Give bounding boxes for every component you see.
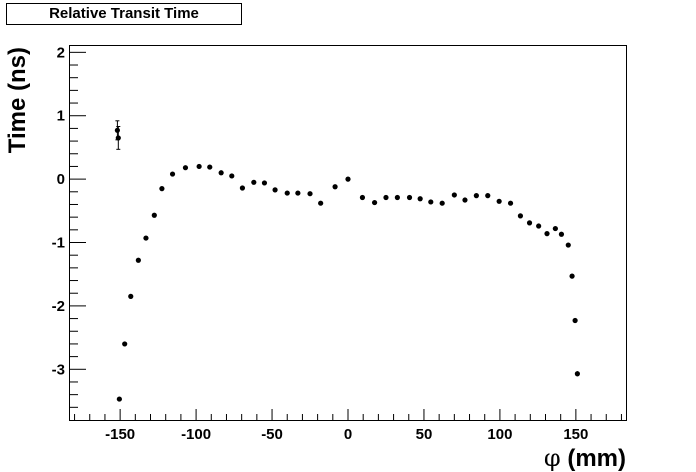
data-point [359,194,366,201]
data-point [295,190,301,196]
data-point [318,200,324,206]
x-axis-unit: (mm) [561,445,626,472]
y-tick-label: -2 [52,298,65,315]
data-point [116,396,122,402]
x-tick-label: 100 [487,426,512,443]
data-point [143,235,149,241]
data-point [261,180,268,186]
data-point [565,242,571,248]
x-tick-label: 0 [344,426,352,443]
data-point [196,163,202,170]
data-point [439,200,445,206]
data-point [473,193,479,199]
data-point [552,225,558,232]
data-point [428,199,434,205]
x-axis-title: φ (mm) [544,444,626,472]
x-tick-label: -150 [105,426,135,443]
data-point [558,231,565,237]
y-tick-label: 2 [57,44,65,61]
data-markers [114,120,580,402]
data-point [218,170,224,176]
data-point [569,273,575,279]
axis-tick-labels: -150 -100 -50 0 50 100 150 -3 -2 -1 0 1 2 [52,44,589,443]
data-point [229,173,235,179]
data-point [462,197,468,203]
y-axis-title: Time (ns) [4,47,31,153]
data-point [151,212,157,218]
data-point [128,293,134,299]
data-point [451,192,457,198]
data-point [115,135,121,141]
data-point [485,193,491,199]
chart-title-box: Relative Transit Time [6,3,242,25]
data-point [159,186,165,192]
data-point [536,223,542,229]
plot-frame [69,45,627,421]
data-point [507,200,514,206]
data-point [114,127,120,133]
data-point [272,187,278,193]
data-point [574,371,580,377]
y-tick-label: -3 [52,361,65,378]
data-point [122,341,128,347]
data-point [182,165,189,171]
data-point [394,194,400,201]
y-tick-label: 1 [57,108,65,125]
data-point [544,231,550,237]
x-tick-label: 150 [563,426,588,443]
data-point [239,185,246,191]
y-tick-label: 0 [57,171,65,188]
x-axis-symbol: φ [544,444,561,472]
data-point [284,190,290,196]
data-point [207,164,213,170]
data-point [169,171,176,177]
data-point [572,317,578,324]
data-point [345,176,351,182]
data-point [526,220,533,226]
data-point [496,198,502,204]
data-point [135,257,141,263]
data-point [406,194,413,201]
data-point [371,199,378,206]
data-point [417,196,423,202]
data-point [332,184,338,190]
data-point [251,179,257,185]
chart-title: Relative Transit Time [49,5,199,22]
data-point [307,191,313,197]
x-tick-label: -100 [181,426,211,443]
y-tick-label: -1 [52,235,65,252]
x-tick-label: -50 [261,426,283,443]
axis-ticks [70,51,622,420]
x-tick-label: 50 [416,426,433,443]
data-point [517,213,524,219]
data-point [383,194,389,201]
